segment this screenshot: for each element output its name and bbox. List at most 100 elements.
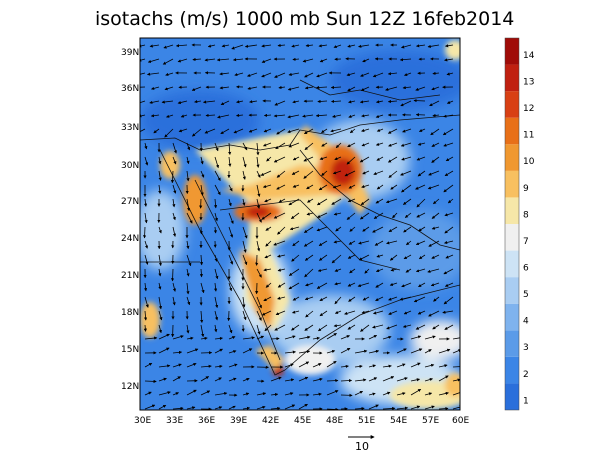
wind-vector	[319, 156, 328, 160]
wind-vector	[361, 310, 370, 314]
wind-vector	[214, 296, 219, 309]
wind-vector	[388, 170, 398, 178]
wind-vector	[354, 349, 368, 354]
wind-vector	[302, 58, 314, 63]
wind-vector	[256, 212, 262, 223]
lat-tick-label: 24N	[121, 234, 139, 244]
wind-vector	[186, 254, 192, 267]
wind-vector	[298, 361, 310, 368]
wind-vector	[334, 310, 342, 314]
wind-vector	[219, 86, 230, 90]
map-title: isotachs (m/s) 1000 mb Sun 12Z 16feb2014	[95, 8, 515, 30]
wind-vector	[444, 324, 454, 330]
wind-vector	[256, 324, 261, 335]
wind-vector	[416, 198, 426, 208]
wind-vector	[150, 86, 160, 90]
wind-vector	[415, 240, 426, 246]
wind-vector	[431, 86, 440, 91]
wind-vector	[401, 184, 412, 193]
wind-vector	[334, 296, 342, 305]
wind-vector	[362, 226, 370, 232]
wind-vector	[388, 226, 398, 233]
wind-vector	[178, 128, 188, 133]
wind-vector	[403, 310, 412, 315]
wind-vector	[312, 377, 323, 382]
wind-vector	[186, 156, 190, 165]
wind-vector	[242, 170, 246, 180]
wind-vector	[163, 44, 174, 49]
wind-vector	[140, 58, 146, 62]
wind-vector	[334, 156, 342, 161]
wind-vector	[277, 43, 286, 48]
wind-vector	[368, 335, 378, 340]
wind-vector	[431, 212, 440, 219]
wind-vector	[158, 268, 162, 277]
wind-vector	[220, 100, 230, 106]
wind-vector	[242, 406, 251, 410]
wind-vector	[228, 184, 233, 192]
lon-tick-label: 45E	[294, 416, 311, 426]
wind-vector	[349, 226, 356, 232]
wind-vector	[149, 44, 160, 48]
wind-vector	[307, 198, 314, 203]
lat-tick-label: 27N	[121, 197, 139, 207]
wind-vector	[172, 376, 181, 382]
wind-vector	[144, 391, 152, 396]
colorbar-swatch	[505, 330, 519, 357]
wind-vector	[144, 404, 156, 410]
wind-vector	[158, 404, 167, 410]
wind-vector	[348, 114, 356, 118]
wind-vector	[335, 142, 342, 149]
wind-vector	[357, 282, 370, 288]
wind-vector	[332, 170, 342, 175]
wind-vector	[303, 128, 314, 135]
wind-vector	[317, 212, 328, 218]
wind-vector	[265, 240, 272, 247]
wind-vector	[177, 58, 188, 63]
wind-vector	[410, 405, 421, 410]
wind-vector	[368, 364, 377, 368]
colorbar-label: 3	[523, 343, 529, 353]
wind-vector	[375, 282, 384, 288]
wind-vector	[334, 268, 342, 272]
wind-vector	[305, 43, 314, 48]
wind-vector	[445, 254, 454, 259]
wind-vector	[444, 212, 454, 217]
wind-vector	[186, 198, 191, 212]
wind-vector	[298, 403, 308, 410]
wind-vector	[277, 226, 286, 235]
colorbar-swatch	[505, 277, 519, 304]
wind-vector	[359, 212, 370, 220]
wind-vector	[276, 170, 286, 178]
wind-vector	[416, 156, 426, 161]
wind-vector	[418, 226, 426, 232]
wind-vector	[214, 310, 219, 321]
wind-vector	[228, 282, 233, 292]
wind-vector	[144, 212, 148, 224]
wind-vector	[444, 226, 454, 234]
wind-vector	[235, 113, 244, 118]
wind-vector	[361, 142, 370, 147]
wind-vector	[228, 142, 232, 156]
wind-vector	[199, 254, 204, 266]
wind-vector	[401, 282, 412, 288]
wind-vector	[214, 406, 223, 410]
wind-vector	[172, 296, 176, 306]
wind-vector	[256, 296, 262, 309]
wind-vector	[200, 310, 204, 324]
colorbar-label: 4	[523, 317, 529, 327]
wind-vector	[231, 44, 244, 50]
lat-tick-label: 39N	[121, 48, 139, 58]
wind-vector	[347, 198, 356, 203]
wind-vector	[256, 240, 261, 252]
colorbar-label: 13	[523, 78, 534, 88]
wind-vector	[298, 335, 311, 340]
wind-vector	[228, 377, 237, 382]
wind-vector	[317, 99, 328, 104]
wind-vector	[389, 254, 398, 261]
wind-vector	[186, 336, 194, 340]
wind-vector	[305, 282, 314, 287]
lat-tick-label: 30N	[121, 161, 139, 171]
wind-vector	[388, 310, 398, 315]
wind-vector	[287, 114, 300, 119]
